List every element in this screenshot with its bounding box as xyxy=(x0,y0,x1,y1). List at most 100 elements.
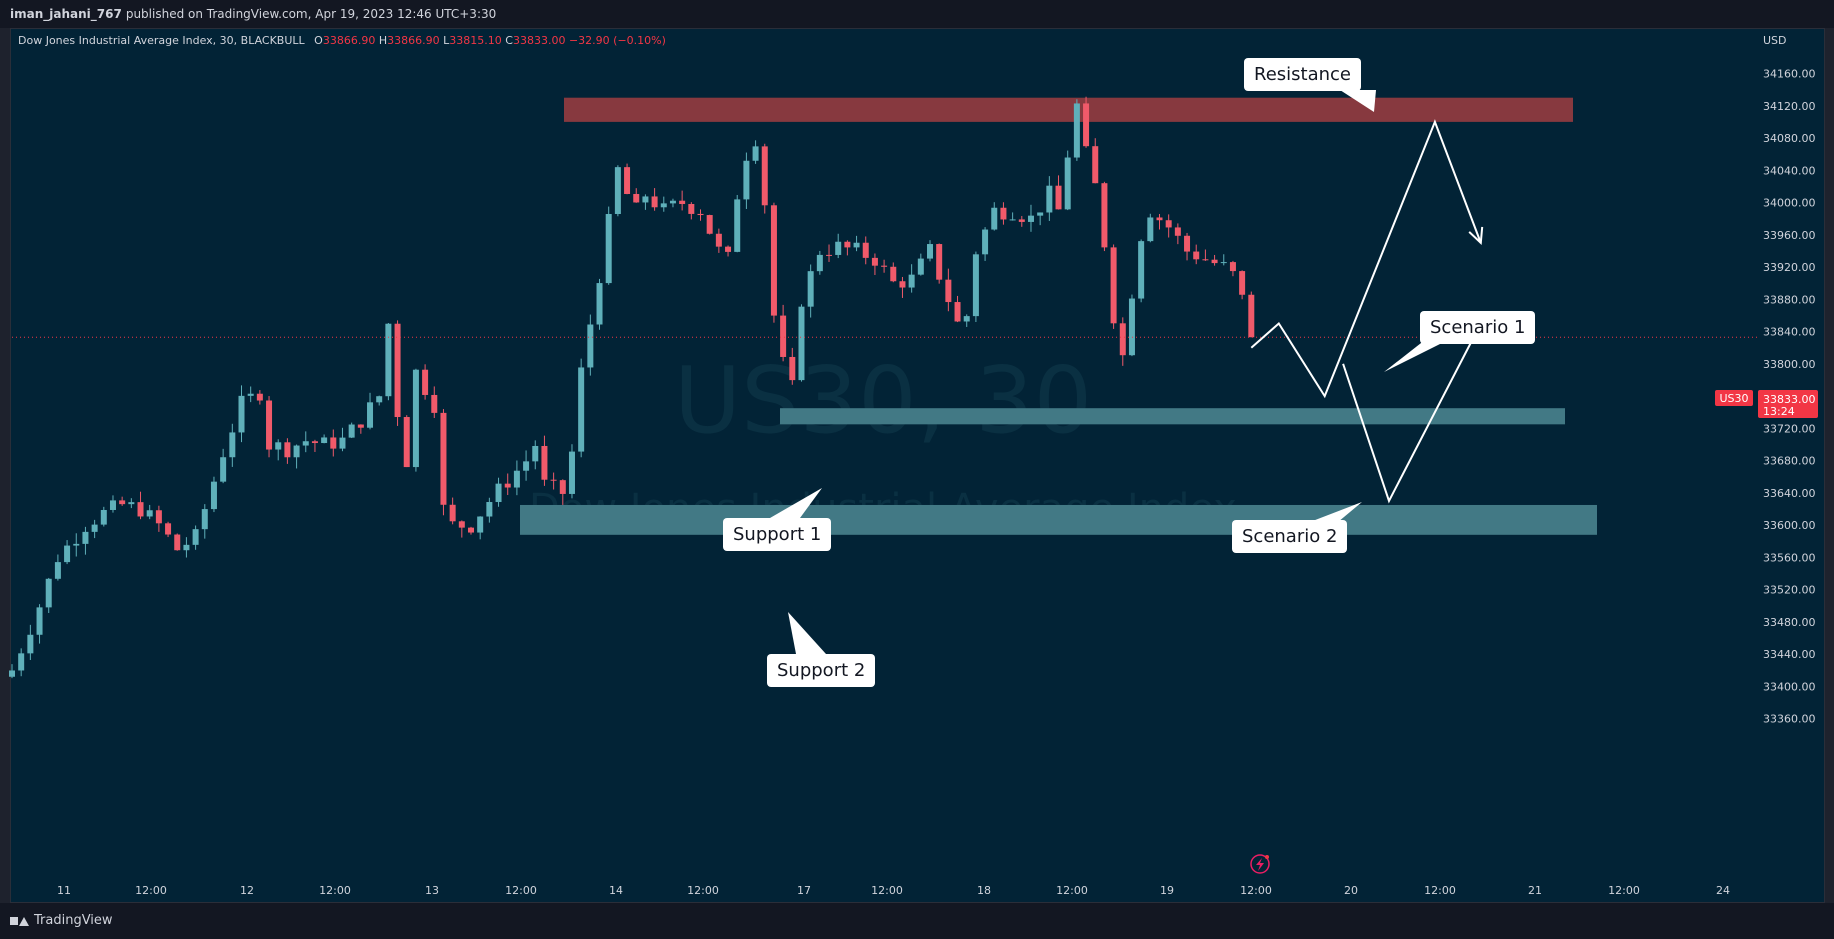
candle-body xyxy=(18,653,25,671)
candle xyxy=(128,498,135,509)
scenario1-path xyxy=(1250,119,1482,399)
candle xyxy=(982,227,989,261)
candle-body xyxy=(624,167,631,194)
candle-body xyxy=(91,524,98,532)
candle xyxy=(532,440,539,470)
price-tick-label: 33360.00 xyxy=(1763,713,1816,726)
candle xyxy=(734,194,741,253)
support1-label[interactable]: Support 1 xyxy=(723,518,832,551)
candle-body xyxy=(477,516,484,533)
candle xyxy=(256,390,263,405)
candle xyxy=(367,392,374,430)
publish-header: iman_jahani_767 published on TradingView.… xyxy=(0,0,1834,28)
candle-body xyxy=(36,607,43,635)
candle xyxy=(82,526,89,555)
scenario2-path xyxy=(1342,323,1482,504)
candle xyxy=(798,304,805,382)
time-tick-label: 13 xyxy=(425,884,439,897)
low-label: L xyxy=(443,34,450,47)
candle xyxy=(9,664,15,679)
high-label: H xyxy=(378,34,388,47)
publisher-name[interactable]: iman_jahani_767 xyxy=(10,7,122,21)
candle-body xyxy=(532,445,539,462)
candle xyxy=(1128,294,1135,357)
candle-body xyxy=(367,402,374,428)
candle-body xyxy=(238,395,245,433)
candle xyxy=(541,435,548,486)
candle xyxy=(587,314,594,376)
candle xyxy=(559,479,566,505)
price-tick-label: 33440.00 xyxy=(1763,648,1816,661)
candle xyxy=(155,505,162,532)
candle xyxy=(109,495,116,513)
candle-body xyxy=(642,196,649,203)
candle-body xyxy=(752,146,759,161)
candle xyxy=(1055,175,1062,210)
low-value: 33815.10 xyxy=(449,34,502,47)
candle xyxy=(293,444,300,469)
candle-body xyxy=(862,242,869,258)
price-tick-label: 33600.00 xyxy=(1763,519,1816,532)
candle-body xyxy=(321,437,328,444)
candle xyxy=(174,533,181,551)
support2-label[interactable]: Support 2 xyxy=(767,654,876,687)
candle-body xyxy=(1193,251,1200,260)
candle xyxy=(458,520,465,538)
candle-body xyxy=(1156,217,1163,221)
callout-pointers xyxy=(770,90,1456,654)
candle-body xyxy=(982,229,989,255)
candle-body xyxy=(348,424,355,438)
candle-body xyxy=(770,205,777,316)
candle-body xyxy=(835,241,842,255)
candle xyxy=(899,276,906,298)
candle xyxy=(1000,202,1007,225)
candle xyxy=(789,347,796,385)
candle xyxy=(376,395,383,406)
time-tick-label: 18 xyxy=(977,884,991,897)
candle-body xyxy=(183,544,190,551)
candle-body xyxy=(1239,271,1246,295)
candle xyxy=(54,554,61,581)
candle-body xyxy=(440,412,447,505)
candle xyxy=(1027,204,1034,232)
candle xyxy=(477,516,484,540)
candle-body xyxy=(550,479,557,481)
scenario2-label[interactable]: Scenario 2 xyxy=(1232,520,1348,553)
chart-frame[interactable] xyxy=(10,28,1825,903)
candle-body xyxy=(284,442,291,458)
candle-body xyxy=(357,424,364,428)
candle xyxy=(706,214,713,235)
candle xyxy=(275,439,282,461)
candle xyxy=(550,472,557,490)
candle xyxy=(137,491,144,520)
candle xyxy=(605,206,612,285)
flash-icon[interactable] xyxy=(1250,854,1270,874)
candle xyxy=(660,196,667,212)
candle-body xyxy=(743,160,750,200)
price-axis[interactable]: USD 34160.00 34120.00 34080.00 34040.00 3400… xyxy=(1763,34,1816,726)
candle-body xyxy=(633,193,640,203)
time-tick-label: 12:00 xyxy=(1056,884,1088,897)
candle-body xyxy=(780,315,787,357)
candle-body xyxy=(660,203,667,208)
candle-body xyxy=(605,213,612,284)
time-tick-label: 20 xyxy=(1344,884,1358,897)
time-tick-label: 21 xyxy=(1528,884,1542,897)
candle xyxy=(651,188,658,211)
resistance-label[interactable]: Resistance xyxy=(1244,58,1361,91)
candle xyxy=(91,519,98,539)
candle-body xyxy=(27,634,34,654)
symbol-tag-label: US30 xyxy=(1719,392,1748,405)
tradingview-logo[interactable]: TradingView xyxy=(10,903,113,939)
candle-body xyxy=(945,279,952,303)
candle xyxy=(917,253,924,276)
scenario1-label[interactable]: Scenario 1 xyxy=(1420,311,1536,344)
time-axis[interactable]: 11 12:00 12 12:00 13 12:00 14 12:00 17 12:00 18 12:… xyxy=(57,884,1730,897)
time-tick-label: 12:00 xyxy=(687,884,719,897)
candle-body xyxy=(311,441,318,444)
candle-body xyxy=(247,393,254,396)
candle xyxy=(192,525,199,550)
candle-body xyxy=(789,356,796,381)
zone-support-2 xyxy=(520,504,1597,535)
